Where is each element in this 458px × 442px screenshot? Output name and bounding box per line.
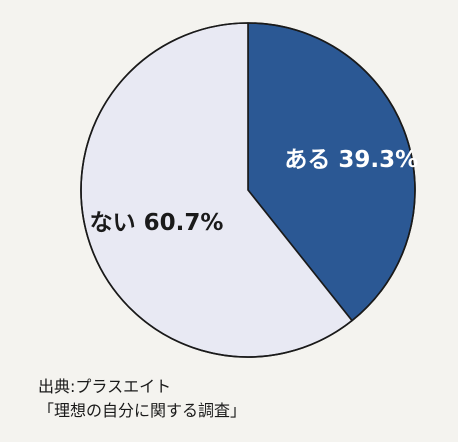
- slice-label-aru: ある 39.3%: [284, 147, 418, 173]
- source-credit: 出典:プラスエイト: [38, 377, 172, 396]
- pie-outline: [80, 22, 416, 358]
- source-survey-title: 「理想の自分に関する調査」: [38, 401, 247, 420]
- slice-label-nai: ない 60.7%: [90, 210, 224, 236]
